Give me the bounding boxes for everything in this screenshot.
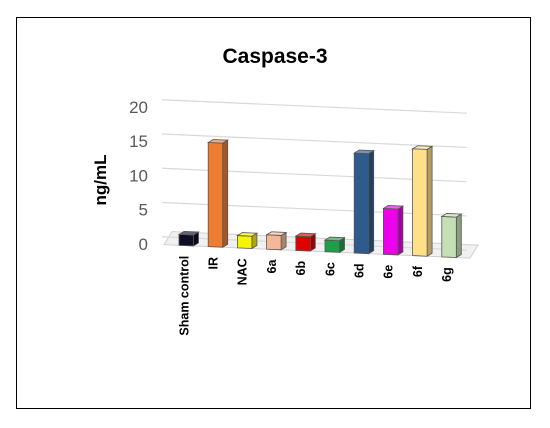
x-tick-label: IR — [206, 257, 220, 270]
bar-top-face — [352, 149, 376, 155]
bar-side-face — [368, 149, 375, 255]
y-tick-label: 20 — [129, 98, 148, 117]
bar-6f — [411, 145, 434, 257]
bars — [177, 139, 463, 259]
y-axis-ticks: 0 5 10 15 20 — [129, 98, 148, 254]
bar-top-face — [382, 205, 405, 210]
bar-front-face — [412, 148, 428, 257]
bar-6d — [352, 149, 376, 255]
bar-front-face — [266, 234, 282, 251]
y-tick-label: 10 — [129, 166, 148, 185]
y-tick-label: 15 — [129, 132, 148, 151]
bar-top-face — [265, 231, 288, 236]
bar-6e — [382, 205, 405, 256]
bar-6c — [323, 236, 346, 254]
y-tick-label: 0 — [139, 235, 148, 254]
bar-top-face — [411, 145, 434, 150]
bar-front-face — [207, 142, 224, 248]
bar-6g — [440, 213, 463, 259]
x-tick-label: 6c — [323, 262, 337, 276]
bar-top-face — [294, 232, 317, 238]
x-tick-label: Sham control — [177, 256, 191, 336]
y-tick-label: 5 — [139, 201, 148, 220]
x-tick-label: 6d — [352, 263, 366, 278]
x-axis-ticks: Sham control IR NAC 6a 6b 6c 6d 6e 6f 6g — [177, 256, 454, 336]
x-tick-label: NAC — [236, 258, 250, 285]
chart-title: Caspase-3 — [222, 45, 327, 68]
bar-front-face — [353, 152, 370, 255]
bar-side-face — [455, 213, 462, 259]
bar-front-face — [324, 239, 340, 253]
bar-front-face — [178, 233, 194, 247]
gridline — [161, 99, 468, 114]
chart-frame — [16, 17, 531, 409]
bar-side-face — [222, 139, 229, 248]
x-tick-label: 6e — [382, 265, 396, 279]
bar-top-face — [236, 232, 259, 237]
bar-front-face — [441, 216, 457, 258]
x-tick-label: 6g — [440, 267, 454, 282]
bar-front-face — [236, 235, 253, 249]
bar-sham-control — [177, 230, 200, 247]
bar-6b — [294, 232, 317, 252]
bar-top-face — [323, 236, 346, 242]
bar-nac — [236, 232, 259, 250]
bar-top-face — [206, 139, 230, 144]
x-tick-label: 6a — [265, 259, 279, 274]
bar-side-face — [397, 205, 404, 256]
x-tick-label: 6f — [411, 265, 425, 277]
bar-front-face — [382, 207, 399, 256]
bar-6a — [265, 231, 288, 251]
bar-ir — [206, 139, 230, 248]
x-tick-label: 6b — [294, 260, 308, 275]
bar-top-face — [177, 230, 200, 236]
bar-front-face — [295, 235, 311, 252]
y-axis-label: ng/mL — [91, 155, 110, 206]
bar-top-face — [440, 213, 463, 218]
bar-side-face — [426, 145, 433, 257]
gridline — [161, 133, 468, 149]
